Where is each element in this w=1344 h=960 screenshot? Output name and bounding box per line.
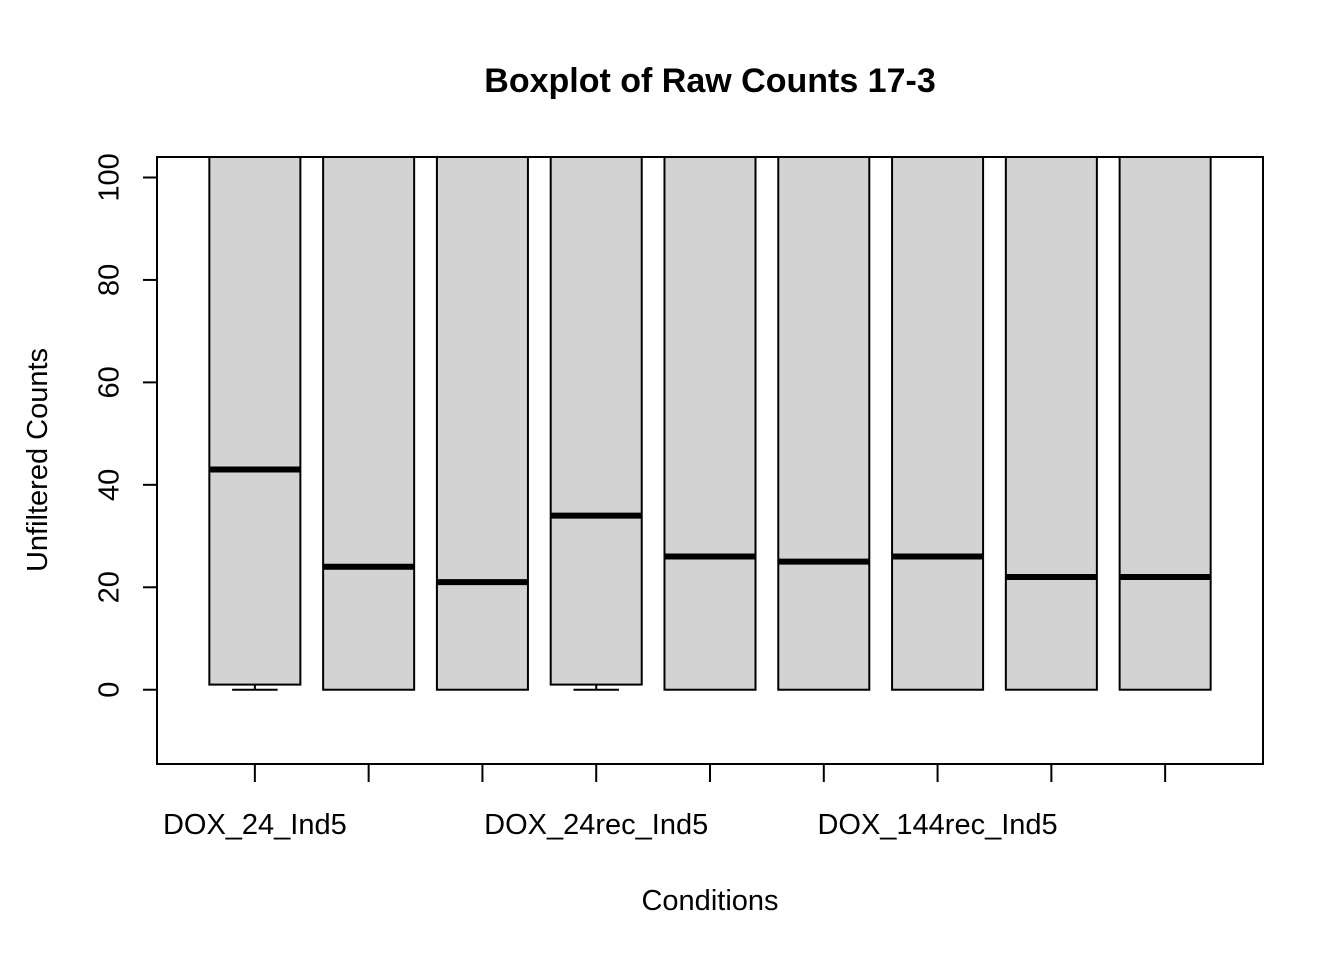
box-3: [435, 157, 529, 691]
box-5: [663, 157, 757, 691]
box-9: [1118, 157, 1212, 691]
box-7: [891, 157, 985, 691]
box-8: [1004, 157, 1098, 691]
box-1: [208, 157, 302, 686]
y-tick-label: 80: [94, 264, 126, 296]
y-tick-label: 20: [94, 571, 126, 603]
y-tick-label: 40: [94, 469, 126, 501]
box-6: [777, 157, 871, 691]
y-tick-label: 100: [94, 153, 126, 201]
box-2: [322, 157, 416, 691]
x-axis-label: Conditions: [641, 885, 778, 917]
y-tick-label: 60: [94, 366, 126, 398]
y-tick-label: 0: [94, 682, 126, 698]
y-axis-label: Unfiltered Counts: [22, 348, 54, 572]
x-tick-label: DOX_144rec_Ind5: [817, 809, 1057, 841]
chart-title: Boxplot of Raw Counts 17-3: [484, 62, 935, 100]
x-tick-label: DOX_24rec_Ind5: [484, 809, 708, 841]
x-tick-label: DOX_24_Ind5: [163, 809, 347, 841]
box-4: [549, 157, 643, 686]
